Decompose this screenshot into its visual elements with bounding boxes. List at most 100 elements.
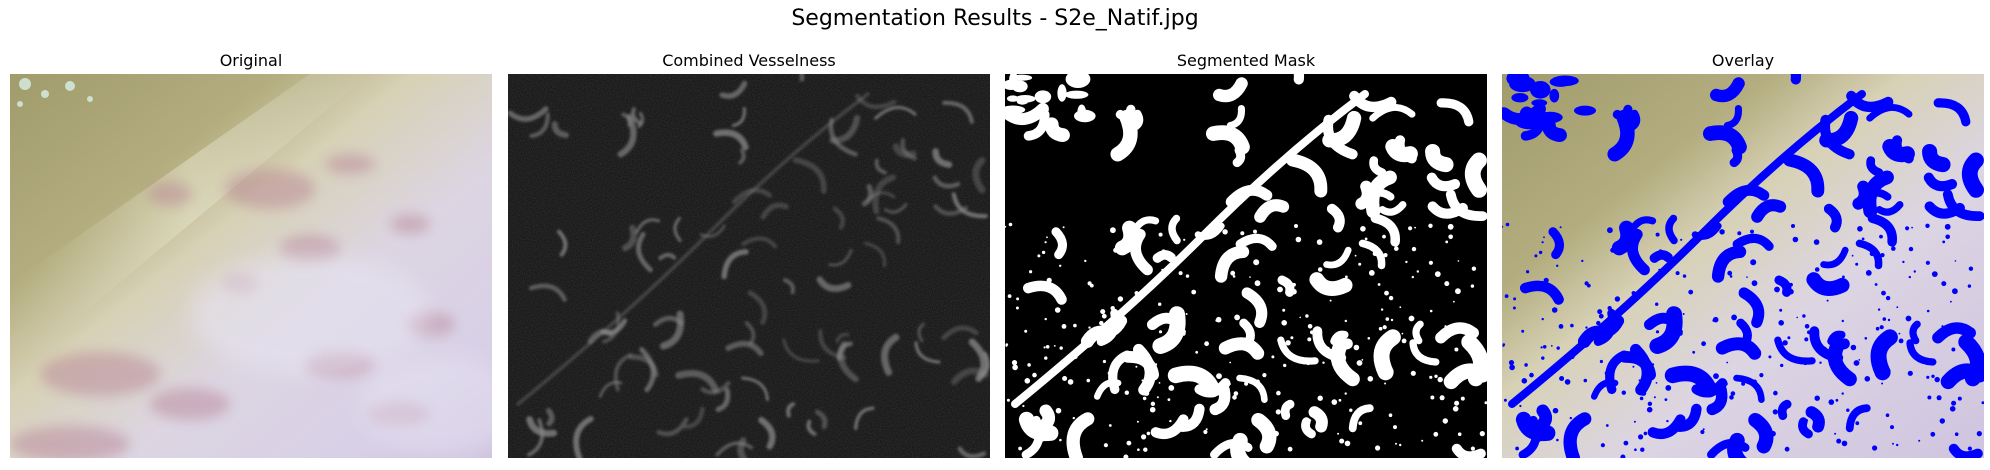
speckle: [1380, 308, 1384, 311]
vessel-region: [1369, 104, 1416, 122]
speckle: [1195, 389, 1198, 392]
vessel-region: [1473, 349, 1487, 381]
speckle: [1405, 260, 1408, 264]
speckle: [1850, 344, 1857, 351]
speckle: [1141, 434, 1147, 440]
speckle: [1746, 276, 1748, 278]
speckle: [1161, 268, 1164, 271]
speckle: [1188, 424, 1191, 427]
speckle: [1113, 247, 1119, 253]
speckle: [1586, 283, 1591, 288]
speckle: [1443, 419, 1448, 424]
speckle: [1388, 413, 1393, 418]
speckle: [1222, 229, 1228, 235]
speckle: [1290, 336, 1294, 340]
vessel-region: [1622, 104, 1639, 128]
speckle: [1447, 223, 1454, 230]
speckle: [1449, 324, 1453, 328]
speckle: [1408, 226, 1413, 231]
speckle: [1062, 226, 1065, 229]
speckle: [1111, 335, 1115, 339]
speckle: [1631, 291, 1636, 296]
vessel-ridge: [979, 351, 990, 379]
vessel-region: [1748, 412, 1774, 454]
speckle: [1529, 372, 1534, 378]
speckle: [1265, 422, 1269, 426]
vessel-region: [1783, 153, 1825, 198]
speckle: [1446, 379, 1450, 383]
speckle: [1254, 280, 1261, 287]
speckle: [1378, 326, 1383, 331]
vessel-region: [1115, 109, 1132, 130]
vessel-region: [1933, 98, 1971, 127]
speckle: [1137, 448, 1140, 452]
speckle: [1453, 300, 1455, 303]
speckle: [1156, 433, 1161, 438]
speckle: [1942, 240, 1946, 244]
speckle: [1926, 309, 1930, 313]
speckle: [1119, 318, 1126, 324]
speckle: [1519, 404, 1522, 408]
speckle: [1141, 293, 1145, 296]
speckle: [1054, 307, 1061, 313]
speckle: [1158, 232, 1163, 237]
speckle: [1367, 337, 1371, 340]
speckle: [1255, 379, 1260, 384]
speckle: [1802, 314, 1806, 318]
speckle: [1445, 240, 1449, 244]
speckle: [1554, 231, 1557, 234]
speckle: [1291, 288, 1297, 295]
speckle: [1797, 357, 1804, 364]
speckle: [1543, 277, 1549, 283]
speckle: [1804, 337, 1809, 342]
speckle: [1967, 446, 1972, 451]
speckle: [1107, 371, 1112, 376]
speckle: [1841, 392, 1844, 395]
vessel-region: [1114, 220, 1138, 256]
speckle: [1470, 446, 1475, 451]
vessel-ridge: [631, 107, 643, 126]
speckle: [1782, 405, 1785, 408]
vessel-ridge: [881, 333, 900, 376]
speckle: [1570, 323, 1574, 328]
speckle: [1437, 376, 1443, 383]
speckle: [1103, 443, 1108, 448]
speckle: [1046, 236, 1048, 239]
speckle: [1773, 390, 1778, 396]
speckle: [1360, 226, 1366, 232]
speckle: [1457, 260, 1460, 262]
speckle: [1325, 346, 1330, 351]
speckle: [1729, 395, 1734, 400]
speckle: [1655, 330, 1660, 334]
speckle: [1156, 396, 1159, 399]
speckle: [1655, 382, 1658, 384]
speckle: [1399, 443, 1402, 447]
speckle: [1604, 371, 1609, 376]
vessel-region: [1051, 227, 1067, 260]
speckle: [1951, 400, 1957, 406]
speckle: [1032, 372, 1037, 378]
speckle: [1643, 431, 1648, 436]
speckle: [1750, 259, 1757, 266]
speckle: [1655, 302, 1659, 306]
speckle: [1772, 409, 1778, 415]
speckle: [1167, 398, 1171, 401]
vessel-region: [1018, 411, 1059, 442]
speckle: [1123, 352, 1130, 359]
vessel-ridge: [814, 409, 828, 430]
speckle: [1356, 360, 1363, 366]
vessel-region: [1409, 339, 1440, 366]
vessel-region: [1044, 117, 1070, 142]
speckle: [1012, 364, 1018, 371]
speckle: [1597, 309, 1603, 315]
speckle: [1470, 284, 1475, 288]
panel-title-original: Original: [219, 51, 283, 70]
speckle: [1931, 374, 1935, 378]
speckle: [1110, 227, 1116, 234]
speckle: [1353, 344, 1360, 351]
speckle: [1084, 259, 1087, 263]
speckle: [1158, 330, 1163, 334]
speckle: [1377, 283, 1381, 286]
vessel-ridge: [738, 148, 746, 165]
speckle: [1504, 294, 1509, 298]
